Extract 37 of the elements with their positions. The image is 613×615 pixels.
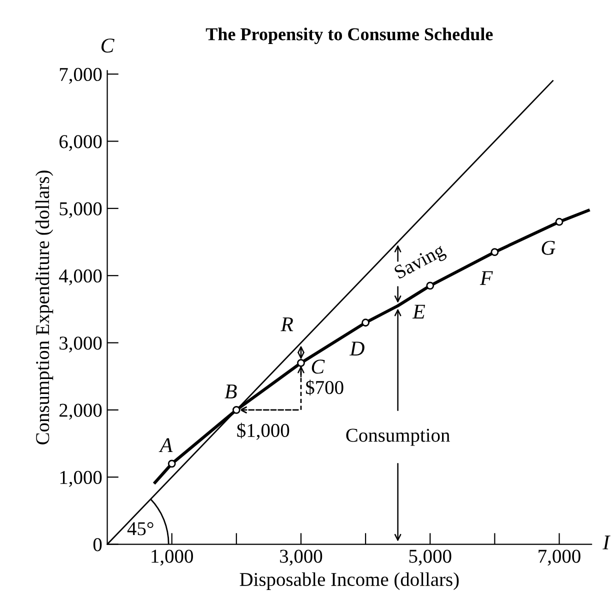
point <box>555 218 564 226</box>
x-axis-title: Disposable Income (dollars) <box>240 572 459 590</box>
y-axis-title: Consumption Expenditure (dollars) <box>35 170 54 444</box>
x-tick-label: 7,000 <box>538 550 580 566</box>
y-tick-label: 3,000 <box>60 336 102 352</box>
point <box>426 282 434 290</box>
annotation: C <box>312 360 325 374</box>
x-tick-label: 5,000 <box>409 550 452 566</box>
annotation: D <box>349 342 364 356</box>
y-tick-label: 2,000 <box>60 404 102 420</box>
point <box>297 358 305 367</box>
y-tick-label: 4,000 <box>59 269 102 286</box>
text: I <box>602 536 610 550</box>
annotation: E <box>412 304 426 318</box>
annotation: Saving <box>393 243 448 283</box>
annotation: Consumption <box>346 428 450 446</box>
annotation: F <box>480 271 493 285</box>
y-tick-label: 0 <box>93 538 102 552</box>
text: C <box>101 38 114 53</box>
y-tick-label: 6,000 <box>60 135 102 151</box>
point <box>168 460 176 468</box>
point <box>232 406 240 414</box>
point <box>362 318 370 327</box>
y-tick-label: 7,000 <box>60 68 102 84</box>
y-tick-label: 1,000 <box>60 470 102 487</box>
chart-title: The Propensity to Consume Schedule <box>206 28 493 44</box>
annotation: A <box>158 438 173 452</box>
annotation: $1,000 <box>237 422 290 440</box>
annotation: $700 <box>306 380 344 396</box>
annotation: R <box>280 317 294 332</box>
x-tick-label: 3,000 <box>280 550 322 566</box>
x-tick-label: 1,000 <box>152 550 193 566</box>
annotation: B <box>224 384 237 398</box>
point <box>490 248 499 256</box>
y-tick-label: 5,000 <box>60 202 102 218</box>
annotation: G <box>542 240 556 255</box>
annotation: 45° <box>127 522 154 536</box>
